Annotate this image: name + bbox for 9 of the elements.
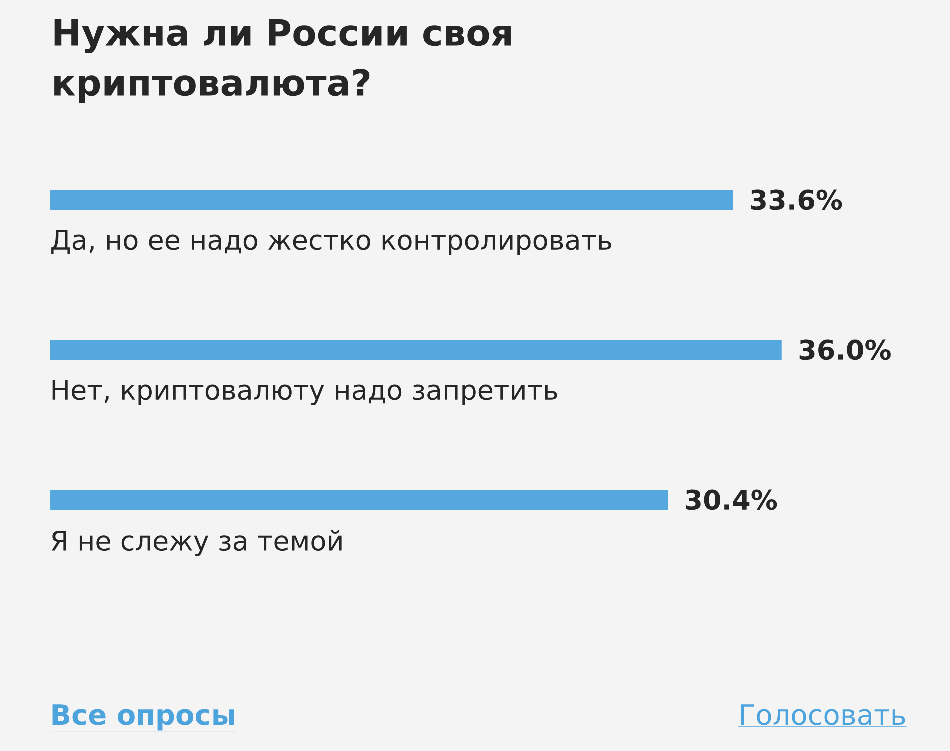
data-label: 30.4% (686, 490, 778, 510)
y-tick-label: Нет, криптовалюту надо запретить (52, 380, 558, 406)
data-label: 36.0% (800, 340, 891, 360)
text: Голосовать (741, 704, 906, 726)
y-tick-label: Я не слежу за темой (52, 530, 342, 556)
text: Все опросы (52, 704, 234, 731)
data-label: 33.6% (751, 190, 842, 210)
y-tick-label: Да, но ее надо жестко контролировать (52, 230, 612, 256)
chart-title: Нужна ли России своя криптовалюта? (54, 20, 511, 104)
